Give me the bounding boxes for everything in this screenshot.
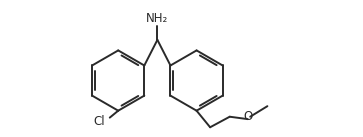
Text: Cl: Cl: [94, 115, 105, 128]
Text: O: O: [243, 110, 252, 123]
Text: NH₂: NH₂: [146, 12, 168, 25]
